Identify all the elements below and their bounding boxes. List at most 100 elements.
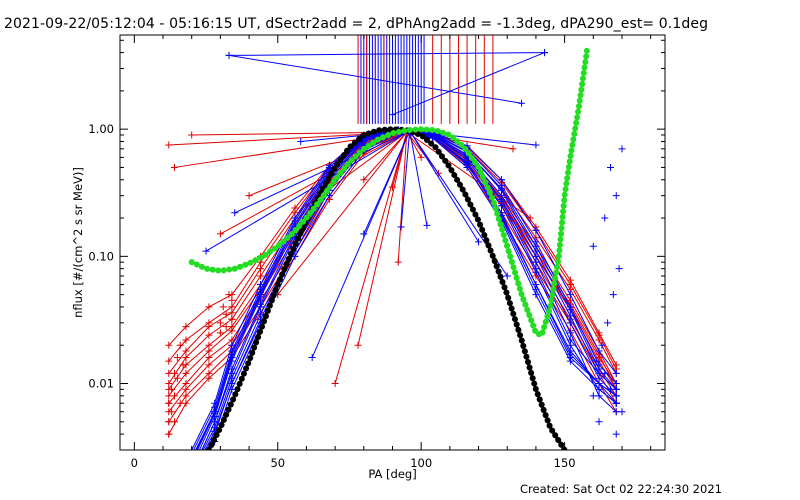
y-tick-label: 1.00: [88, 122, 114, 136]
blue-series-line-11-point: [211, 408, 219, 416]
blue-outlier-line: [409, 130, 536, 146]
blue-series-line-0-point: [188, 469, 195, 476]
blue-scatter-point: [612, 399, 620, 407]
blue-high-point: [225, 51, 233, 59]
red-series-line-4-point: [205, 319, 213, 327]
blue-series-line-10-point: [188, 472, 195, 479]
blue-series-line-11-point: [228, 350, 236, 358]
blue-series-line-6-point: [325, 192, 333, 200]
blue-high-point: [518, 99, 526, 107]
blue-scatter-point: [592, 357, 600, 365]
green-fit-curve: [188, 43, 591, 340]
blue-outlier-point: [423, 221, 431, 229]
blue-scatter-point: [618, 408, 626, 416]
x-tick-label: 100: [410, 456, 432, 470]
red-series-line-8-point: [182, 354, 190, 362]
red-scatter-point: [222, 323, 230, 331]
red-series-line-9-point: [205, 374, 213, 382]
red-outlier-point: [394, 258, 402, 266]
red-scatter-point: [171, 418, 178, 426]
red-scatter-point: [228, 296, 236, 304]
red-outlier-line: [406, 131, 531, 219]
red-series-line-7-point: [228, 327, 236, 335]
blue-high-line-1: [228, 54, 522, 104]
blue-series-line-10-point: [228, 380, 236, 388]
blue-outlier-point: [297, 137, 305, 145]
blue-series-line-7-point: [188, 450, 195, 457]
red-scatter-point: [182, 336, 190, 344]
blue-series-line-6-point: [595, 347, 603, 355]
red-series-line-6-point: [182, 323, 190, 331]
red-series-line-9-point: [566, 276, 574, 284]
blue-outlier-line: [400, 130, 411, 228]
red-series-line-7-point: [205, 347, 213, 355]
red-scatter-point: [173, 354, 181, 362]
blue-series-line-2-point: [188, 475, 195, 482]
red-series-line-5-point: [205, 361, 213, 369]
red-scatter-point: [216, 319, 224, 327]
blue-series-line-11-point: [532, 285, 540, 293]
blue-scatter-point: [612, 430, 620, 438]
y-axis-label: nflux [#/(cm^2 s sr MeV)]: [71, 167, 85, 318]
x-tick-label: 0: [131, 456, 138, 470]
red-scatter-point: [173, 374, 181, 382]
x-axis-label: PA [deg]: [368, 467, 416, 481]
blue-series-line-10-point: [532, 242, 540, 250]
blue-scatter-point: [595, 418, 603, 426]
blue-series-line-11-point: [188, 454, 195, 461]
blue-series-line-11-point: [463, 159, 471, 167]
blue-scatter-point: [589, 242, 597, 250]
chart-title: 2021-09-22/05:12:04 - 05:16:15 UT, dSect…: [4, 16, 709, 32]
blue-outlier-point: [202, 247, 210, 255]
y-tick-label: 0.01: [88, 377, 114, 391]
blue-outlier-point: [532, 141, 540, 149]
blue-scatter-point: [601, 214, 609, 222]
blue-outlier-line: [409, 130, 428, 226]
red-outlier-point: [509, 145, 517, 153]
blue-outlier-point: [308, 354, 316, 362]
red-scatter-point: [222, 310, 230, 318]
red-series-line-8-point: [205, 331, 213, 339]
blue-series-line-8-point: [566, 312, 574, 320]
blue-scatter-point: [618, 145, 626, 153]
red-outlier-point: [331, 380, 339, 388]
y-tick-label: 0.10: [88, 249, 114, 263]
blue-scatter-point: [607, 385, 614, 393]
red-series-line-4-point: [165, 357, 173, 365]
blue-series-line-10-point: [566, 306, 574, 314]
blue-series-line-6-point: [291, 252, 299, 260]
blue-outlier-point: [231, 209, 239, 217]
red-series-line-2-point: [182, 347, 190, 355]
red-scatter-point: [168, 385, 176, 393]
red-scatter-point: [225, 291, 233, 299]
red-outlier-point: [417, 153, 425, 161]
red-series-line-3-point: [182, 392, 190, 400]
red-series-line-4-point: [228, 303, 236, 311]
red-scatter-point: [171, 392, 178, 400]
blue-scatter-point: [607, 163, 614, 171]
blue-outlier-point: [503, 272, 511, 280]
blue-high-line-0: [228, 52, 545, 56]
blue-series-line-4-point: [188, 469, 195, 476]
red-series-line-9-point: [595, 329, 603, 337]
blue-series-line-9-point: [188, 459, 195, 466]
red-scatter-point: [179, 361, 187, 369]
red-outlier-point: [171, 163, 178, 171]
created-timestamp: Created: Sat Oct 02 22:24:30 2021: [520, 482, 722, 496]
blue-series-line-6-point: [612, 369, 620, 377]
red-scatter-point: [168, 408, 176, 416]
black-fit-curve: [205, 126, 568, 450]
red-series-line-2-point: [257, 265, 265, 273]
red-outlier-point: [188, 131, 196, 139]
red-outlier-point: [360, 176, 368, 184]
red-outlier-line: [334, 131, 408, 384]
red-outlier-line: [397, 131, 408, 263]
blue-series-line-9-point: [498, 202, 505, 210]
red-outlier-point: [216, 230, 224, 238]
red-outlier-point: [354, 341, 362, 349]
blue-series-line-4-point: [257, 300, 265, 308]
blue-scatter-point: [609, 291, 617, 299]
red-series-line-7-point: [182, 369, 190, 377]
blue-outlier-line: [311, 130, 411, 358]
red-outlier-line: [277, 131, 408, 295]
